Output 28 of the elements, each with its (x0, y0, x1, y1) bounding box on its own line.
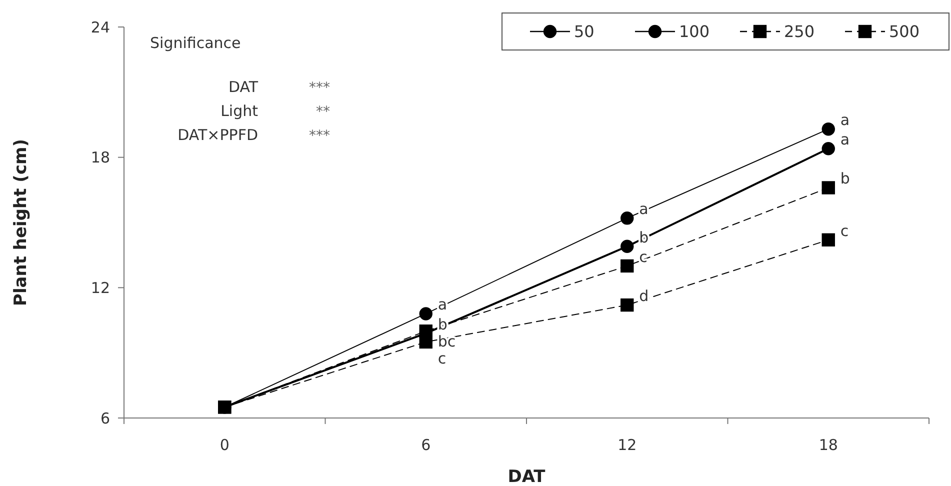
annotation: *** (309, 128, 330, 144)
x-tick-label: 12 (618, 436, 637, 454)
y-tick-label: 18 (90, 148, 110, 167)
annotation: *** (309, 80, 330, 96)
annotation: DAT (228, 78, 259, 96)
y-tick-label: 12 (90, 278, 110, 297)
y-tick-label: 24 (90, 18, 110, 36)
legend-label: 100 (679, 22, 710, 42)
annotation: b (840, 170, 850, 188)
annotation: DAT×PPFD (178, 126, 258, 144)
annotation: bc (438, 332, 456, 350)
annotation: ** (316, 104, 330, 120)
legend-label: 50 (574, 22, 594, 42)
annotation: c (840, 222, 849, 240)
annotation: a (840, 111, 850, 130)
y-axis-title: Plant height (cm) (11, 138, 31, 306)
annotation: Significance (150, 34, 241, 52)
x-tick-label: 6 (421, 436, 431, 454)
annotation: Light (220, 102, 258, 120)
x-tick-label: 0 (220, 436, 230, 454)
x-tick-label: 18 (818, 436, 838, 454)
annotation: c (438, 349, 446, 368)
x-axis-title: DAT (508, 467, 546, 486)
annotation: c (639, 248, 648, 266)
y-tick-label: 6 (100, 409, 110, 428)
legend-label: 250 (784, 22, 815, 42)
annotation: a (840, 130, 850, 149)
legend-label: 500 (889, 22, 920, 42)
